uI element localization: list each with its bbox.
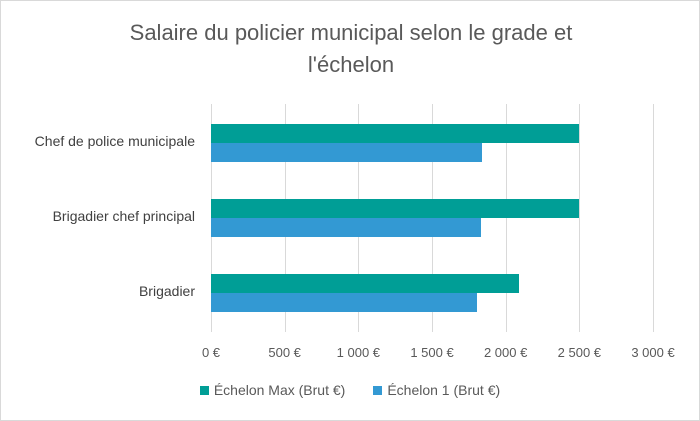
legend-label-max: Échelon Max (Brut €) bbox=[213, 382, 346, 398]
category-label: Brigadier chef principal bbox=[52, 208, 195, 224]
legend-item-max[interactable]: Échelon Max (Brut €) bbox=[199, 382, 346, 398]
bar[interactable] bbox=[211, 124, 580, 143]
x-tick-label: 2 000 € bbox=[483, 345, 528, 360]
x-tick-label: 1 000 € bbox=[336, 345, 381, 360]
legend-label-echelon1: Échelon 1 (Brut €) bbox=[387, 382, 501, 398]
plot-area bbox=[211, 104, 654, 332]
bar[interactable] bbox=[211, 274, 519, 293]
legend-item-echelon1[interactable]: Échelon 1 (Brut €) bbox=[373, 382, 500, 398]
legend: Échelon Max (Brut €) Échelon 1 (Brut €) bbox=[0, 382, 700, 398]
bar[interactable] bbox=[211, 199, 580, 218]
bar[interactable] bbox=[211, 143, 483, 162]
legend-swatch-max bbox=[199, 385, 209, 395]
x-tick-label: 1 500 € bbox=[410, 345, 454, 360]
x-tick-label: 2 500 € bbox=[557, 345, 602, 360]
title-line-2: l'échelon bbox=[307, 52, 395, 77]
x-tick-label: 0 € bbox=[201, 345, 221, 360]
legend-swatch-echelon1 bbox=[373, 385, 383, 395]
category-label: Chef de police municipale bbox=[34, 133, 195, 149]
gridline bbox=[505, 104, 507, 332]
gridline bbox=[653, 104, 654, 332]
bar[interactable] bbox=[211, 218, 482, 237]
title-line-1: Salaire du policier municipal selon le g… bbox=[129, 20, 573, 45]
chart-title: Salaire du policier municipal selon le g… bbox=[61, 17, 641, 81]
category-label: Brigadier bbox=[138, 283, 195, 299]
gridline bbox=[579, 104, 581, 332]
x-tick-label: 500 € bbox=[268, 345, 301, 360]
x-tick-label: 3 000 € bbox=[631, 345, 675, 360]
bar[interactable] bbox=[211, 293, 477, 312]
